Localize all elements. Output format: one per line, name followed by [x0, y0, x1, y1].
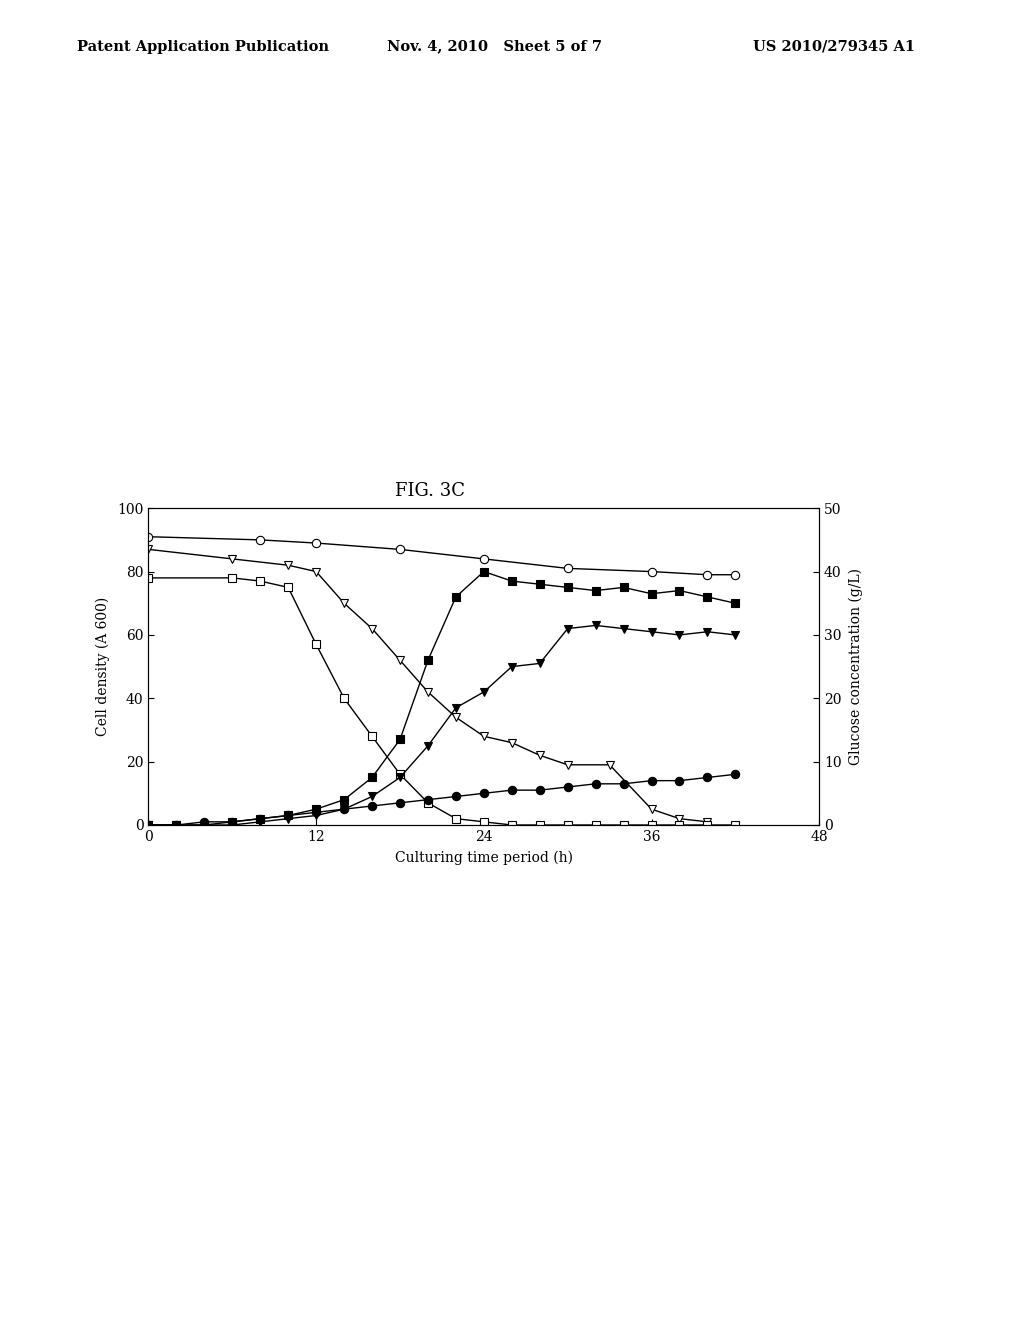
Text: FIG. 3C: FIG. 3C: [395, 482, 465, 500]
X-axis label: Culturing time period (h): Culturing time period (h): [395, 851, 572, 865]
Text: Patent Application Publication: Patent Application Publication: [77, 40, 329, 54]
Text: US 2010/279345 A1: US 2010/279345 A1: [753, 40, 914, 54]
Text: Nov. 4, 2010   Sheet 5 of 7: Nov. 4, 2010 Sheet 5 of 7: [387, 40, 602, 54]
Y-axis label: Glucose concentration (g/L): Glucose concentration (g/L): [849, 568, 863, 766]
Y-axis label: Cell density (A 600): Cell density (A 600): [96, 597, 111, 737]
